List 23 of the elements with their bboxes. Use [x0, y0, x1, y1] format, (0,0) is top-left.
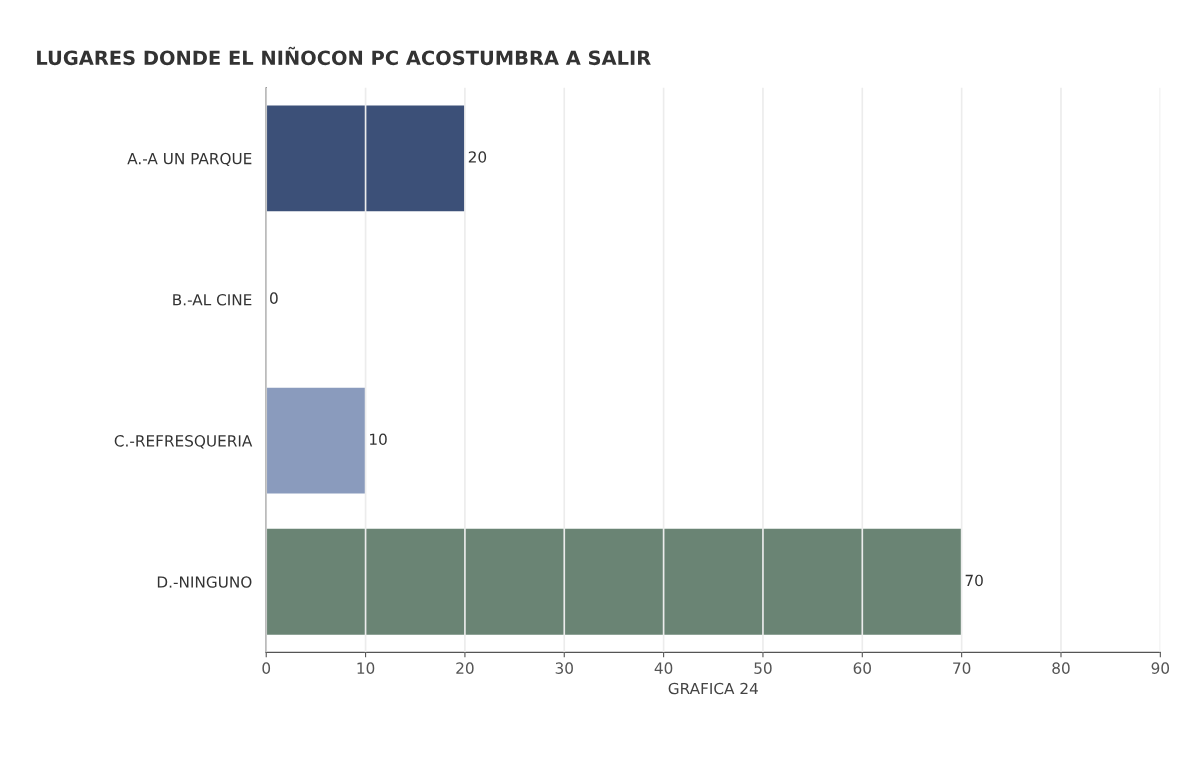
data-label: 10 — [370, 433, 387, 446]
x-tick-label: 60 — [853, 662, 871, 674]
y-tick-label: D.-NINGUNO — [157, 576, 252, 588]
data-label: 20 — [468, 151, 487, 163]
y-tick-label: C.-REFRESQUERIA — [114, 435, 253, 449]
y-tick-label: B.-AL CINE — [173, 293, 252, 306]
chart-title: LUGARES DONDE EL NIÑOCON PC ACOSTUMBRA A SALIR — [37, 46, 651, 66]
x-tick-label: 70 — [953, 662, 971, 674]
data-label: 0 — [270, 292, 278, 304]
x-tick-label: 90 — [1151, 662, 1170, 674]
x-tick-label: 0 — [262, 662, 271, 674]
bar — [266, 387, 366, 494]
y-tick-label: A.-A UN PARQUE — [127, 152, 252, 167]
bar — [266, 105, 465, 212]
x-tick-label: 80 — [1052, 662, 1070, 674]
bar — [266, 528, 962, 635]
x-tick-label: 20 — [456, 662, 474, 674]
x-tick-label: 30 — [555, 662, 573, 674]
x-tick-label: 50 — [754, 662, 772, 674]
data-label: 70 — [965, 574, 983, 587]
x-axis-title: GRAFICA 24 — [668, 682, 758, 695]
x-tick-label: 10 — [357, 662, 375, 674]
x-tick-label: 40 — [654, 662, 673, 674]
